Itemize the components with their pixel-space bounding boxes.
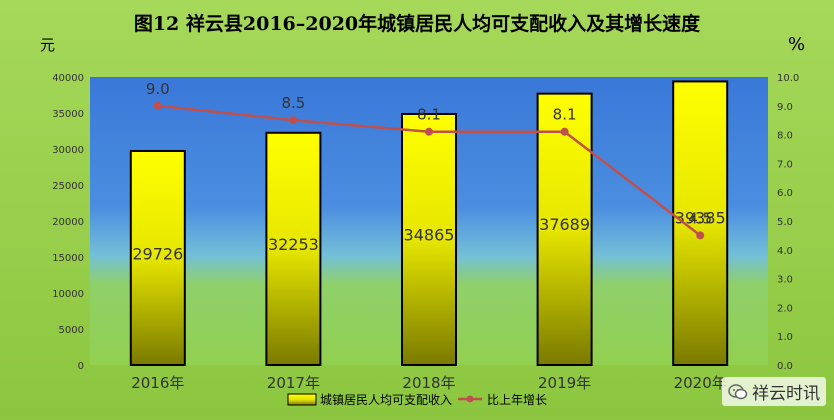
left-tick-label: 20000 [52,217,84,228]
growth-label: 8.1 [417,106,441,124]
growth-label: 8.1 [553,106,577,124]
growth-point [289,116,298,125]
legend-bar-label: 城镇居民人均可支配收入 [320,393,452,407]
wechat-icon [728,383,748,399]
right-tick-label: 7.0 [777,159,793,170]
x-axis-label: 2018年 [402,374,455,392]
income-bar [536,92,593,367]
income-bar-label: 32253 [268,235,319,254]
left-tick-label: 30000 [52,145,84,156]
growth-label: 4.5 [688,209,712,227]
income-bar-label: 37689 [539,215,590,234]
right-tick-label: 5.0 [777,217,793,228]
left-tick-label: 35000 [52,109,84,120]
income-bars [129,80,729,367]
x-axis-label: 2016年 [131,374,184,392]
income-bar-label: 39385 [675,209,726,228]
right-tick-label: 8.0 [777,131,793,142]
x-axis-label: 2017年 [267,374,320,392]
growth-label: 9.0 [146,80,170,98]
growth-point [560,127,569,136]
growth-point [153,101,162,110]
right-tick-label: 2.0 [777,303,793,314]
right-axis-unit: % [788,34,805,55]
left-axis-unit: 元 [40,36,55,54]
legend-line-label: 比上年增长 [487,393,547,407]
income-bar [672,80,729,366]
left-axis-ticks: 0 5000 10000 15000 20000 25000 30000 35000 40000 [52,73,84,372]
x-axis-labels: 2016年 2017年 2018年 2019年 2020年 [131,374,727,392]
left-tick-label: 5000 [59,325,84,336]
watermark-text: 祥云时讯 [752,384,820,404]
right-tick-label: 0.0 [777,361,793,372]
legend-bar-swatch [287,393,317,406]
chart-title: 图12 祥云县2016–2020年城镇居民人均可支配收入及其增长速度 [134,12,701,35]
income-bar [129,149,186,366]
legend: 城镇居民人均可支配收入 比上年增长 [287,393,547,407]
growth-line: 9.0 8.5 8.1 8.1 4.5 [146,80,712,240]
left-tick-label: 10000 [52,289,84,300]
watermark: 祥云时讯 [722,377,826,406]
left-tick-label: 0 [78,361,84,372]
income-bar-labels: 29726 32253 34865 37689 39385 [132,209,725,264]
right-tick-label: 3.0 [777,275,793,286]
growth-point [425,127,433,136]
right-axis-ticks: 0.0 1.0 2.0 3.0 4.0 5.0 6.0 7.0 8.0 9.0 10.0 [777,73,799,372]
income-bar [265,131,322,366]
income-bar-label: 29726 [132,245,183,264]
x-axis-label: 2019年 [538,374,591,392]
income-bar [401,112,457,366]
left-tick-label: 15000 [52,253,84,264]
income-bar-label: 34865 [404,225,455,244]
left-tick-label: 25000 [52,181,84,192]
right-tick-label: 10.0 [777,73,799,84]
right-tick-label: 9.0 [777,102,793,113]
right-tick-label: 1.0 [777,332,793,343]
right-tick-label: 6.0 [777,188,793,199]
left-tick-label: 40000 [52,73,84,84]
growth-point [696,231,705,240]
x-axis-label: 2020年 [674,374,727,392]
legend-line-marker [466,395,474,403]
growth-label: 8.5 [281,94,305,112]
right-tick-label: 4.0 [777,246,793,257]
